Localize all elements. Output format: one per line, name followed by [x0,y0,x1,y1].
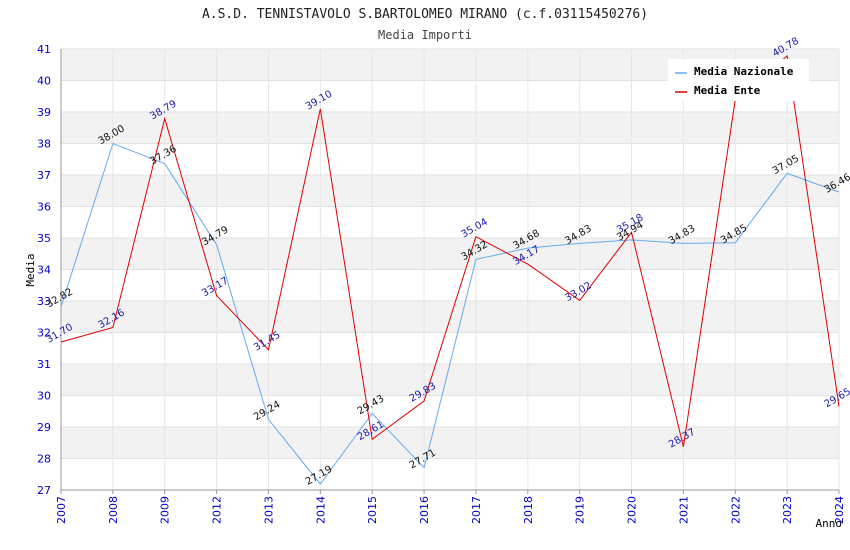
y-tick-label: 35 [37,232,51,245]
y-tick-label: 36 [37,201,51,214]
x-tick-label: 2014 [314,496,327,524]
data-label-ente: 33.17 [200,276,230,300]
series-lines [60,54,840,485]
grid-band [61,364,839,396]
data-label-ente: 35.04 [459,217,489,241]
legend-label-nazionale: Media Nazionale [694,65,794,78]
x-tick-label: 2019 [574,496,587,524]
series-line-nazionale [60,142,840,485]
y-tick-label: 29 [37,421,51,434]
grid-bands [61,49,839,459]
grid-band [61,112,839,144]
legend-label-ente: Media Ente [694,84,761,97]
legend-box [668,59,809,101]
data-label-nazionale: 29.43 [356,393,386,417]
data-label-nazionale: 27.19 [304,464,334,488]
y-tick-label: 38 [37,138,51,151]
gridlines [60,48,840,491]
axes [60,49,840,494]
x-tick-labels: 2007 2008 2009 2012 2013 2014 2015 2016 2017 2018… [55,496,846,524]
y-tick-label: 28 [37,453,51,466]
chart-title: A.S.D. TENNISTAVOLO S.BARTOLOMEO MIRANO … [202,7,648,22]
y-tick-labels: 27 28 29 30 31 32 33 34 35 36 37 38 39 40 41 [37,43,51,497]
x-tick-label: 2017 [470,496,483,524]
x-tick-label: 2016 [418,496,431,524]
x-tick-label: 2009 [159,496,172,524]
x-tick-label: 2022 [729,496,742,524]
y-tick-label: 33 [37,295,51,308]
data-label-ente: 31.45 [252,330,282,354]
data-label-ente: 39.10 [304,89,334,113]
y-axis-label: Media [24,253,37,286]
grid-band [61,427,839,459]
data-label-nazionale: 37.05 [771,153,801,177]
x-tick-label: 2023 [781,496,794,524]
x-tick-label: 2020 [626,496,639,524]
y-tick-label: 37 [37,169,51,182]
data-label-nazionale: 37.36 [148,144,178,168]
grid-band [61,301,839,333]
data-label-ente: 31.70 [45,322,75,346]
y-tick-label: 32 [37,327,51,340]
x-axis-label: Anno [816,517,843,530]
series-line-ente [60,54,840,447]
data-label-nazionale: 29.24 [252,399,282,423]
x-tick-label: 2024 [833,496,846,524]
x-tick-label: 2021 [677,496,690,524]
y-tick-label: 41 [37,43,51,56]
x-tick-label: 2013 [262,496,275,524]
x-tick-label: 2015 [366,496,379,524]
x-tick-label: 2008 [107,496,120,524]
y-tick-label: 31 [37,358,51,371]
y-tick-label: 27 [37,484,51,497]
y-tick-label: 30 [37,390,51,403]
legend: Media Nazionale Media Ente [668,59,809,101]
x-tick-label: 2007 [55,496,68,524]
y-tick-label: 39 [37,106,51,119]
grid-band [61,175,839,207]
x-tick-label: 2018 [522,496,535,524]
chart-subtitle: Media Importi [378,28,472,42]
y-tick-label: 40 [37,75,51,88]
x-tick-label: 2012 [211,496,224,524]
y-tick-label: 34 [37,264,51,277]
